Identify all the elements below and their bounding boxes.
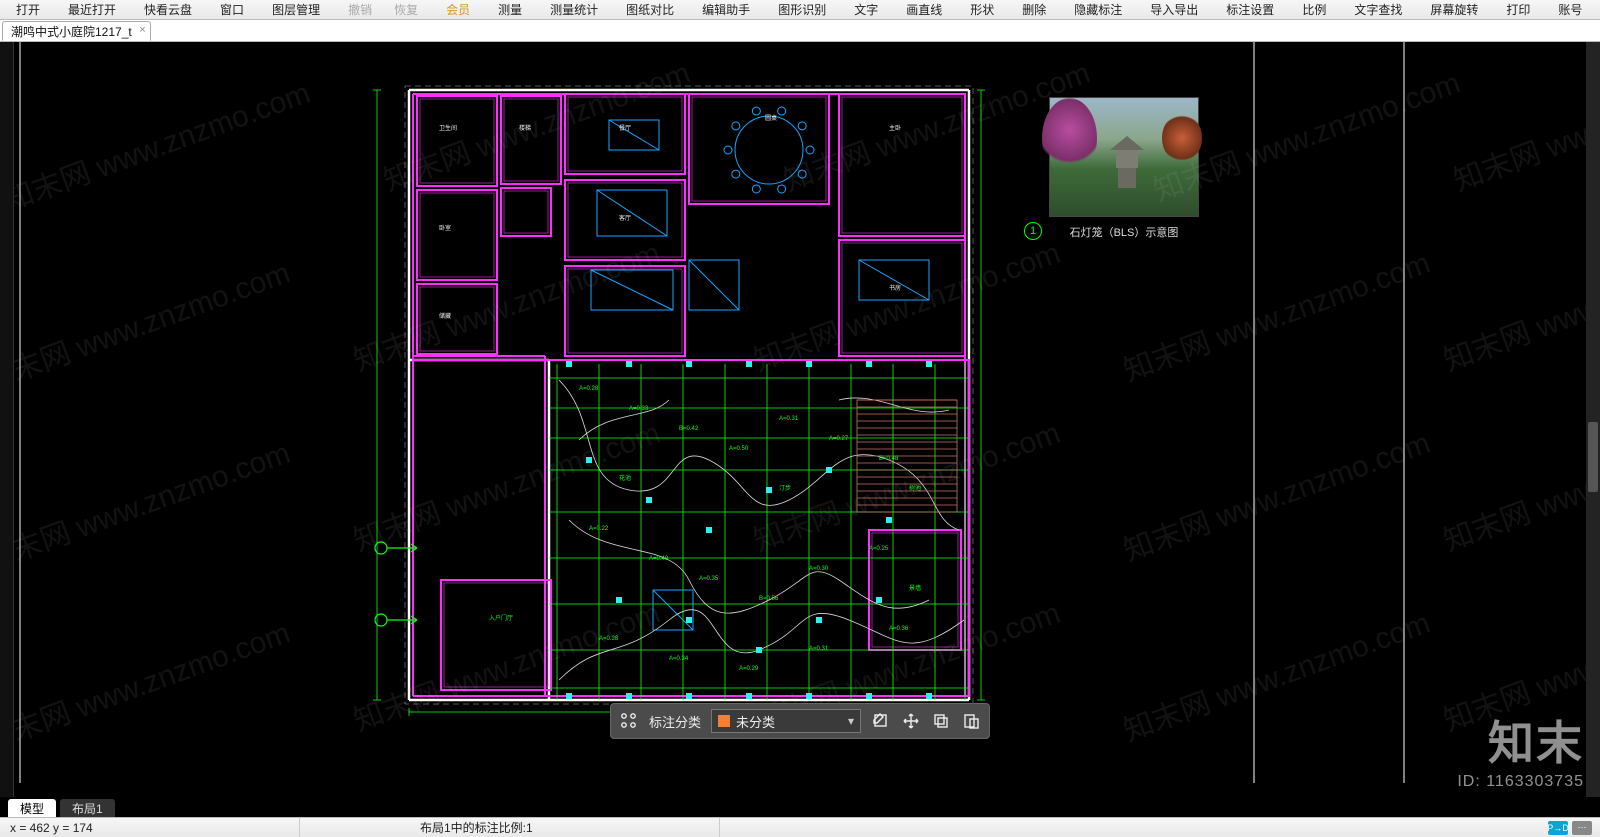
svg-text:汀步: 汀步 xyxy=(779,484,791,492)
reference-caption: 石灯笼（BLS）示意图 xyxy=(1050,224,1198,240)
svg-text:A=0.31: A=0.31 xyxy=(779,416,799,422)
toolbar-item: 撤销 xyxy=(338,1,382,19)
status-ratio: 布局1中的标注比例:1 xyxy=(300,818,720,837)
toolbar-item[interactable]: 标注设置 xyxy=(1216,1,1284,19)
svg-text:书房: 书房 xyxy=(889,284,901,292)
status-chip-more[interactable]: ⋯ xyxy=(1572,821,1592,835)
svg-text:入户门厅: 入户门厅 xyxy=(489,614,513,622)
stone-lantern-graphic xyxy=(1112,136,1142,191)
status-chip-psd[interactable]: P→D xyxy=(1548,821,1568,835)
svg-text:B=0.56: B=0.56 xyxy=(759,596,779,602)
svg-text:A=0.33: A=0.33 xyxy=(629,406,649,412)
toolbar-item[interactable]: 文字查找 xyxy=(1344,1,1412,19)
toolbar-item[interactable]: 打开 xyxy=(6,1,50,19)
floor-plan-drawing: A=0.28 A=0.33 B=0.42 A=0.50 A=0.31 A=0.27 B=0.… xyxy=(369,60,1009,720)
svg-text:A=0.27: A=0.27 xyxy=(829,436,849,442)
reference-number-badge: 1 xyxy=(1024,222,1042,240)
svg-text:树池: 树池 xyxy=(909,484,921,492)
svg-text:A=0.40: A=0.40 xyxy=(649,556,669,562)
svg-text:主卧: 主卧 xyxy=(889,124,901,132)
toolbar-item[interactable]: 图纸对比 xyxy=(616,1,684,19)
svg-text:景墙: 景墙 xyxy=(909,584,921,592)
svg-text:B=0.48: B=0.48 xyxy=(879,456,899,462)
toolbar-item[interactable]: 图层管理 xyxy=(262,1,330,19)
tab-model[interactable]: 模型 xyxy=(8,799,56,817)
svg-text:A=0.28: A=0.28 xyxy=(599,636,619,642)
category-swatch xyxy=(718,715,730,727)
toolbar-item[interactable]: 比例 xyxy=(1292,1,1336,19)
status-coords: x = 462 y = 174 xyxy=(0,818,300,837)
svg-text:餐厅: 餐厅 xyxy=(619,124,631,132)
annotation-float-toolbar: 标注分类 未分类 xyxy=(610,703,990,739)
svg-text:A=0.34: A=0.34 xyxy=(669,656,689,662)
svg-text:卧室: 卧室 xyxy=(439,224,451,232)
annotation-category-select[interactable]: 未分类 xyxy=(711,709,861,733)
drawing-canvas[interactable]: A=0.28 A=0.33 B=0.42 A=0.50 A=0.31 A=0.27 B=0.… xyxy=(14,42,1586,783)
svg-text:楼梯: 楼梯 xyxy=(519,124,531,132)
svg-text:A=0.30: A=0.30 xyxy=(809,566,829,572)
toolbar-item[interactable]: 文字 xyxy=(844,1,888,19)
svg-text:A=0.22: A=0.22 xyxy=(589,526,609,532)
scrollbar-vertical[interactable] xyxy=(1586,42,1600,797)
close-icon[interactable]: × xyxy=(139,24,145,36)
toolbar-item[interactable]: 会员 xyxy=(436,1,480,19)
tab-layout1[interactable]: 布局1 xyxy=(60,799,115,817)
move-icon[interactable] xyxy=(901,711,921,731)
svg-text:圆桌: 圆桌 xyxy=(765,114,777,122)
toolbar-item[interactable]: 最近打开 xyxy=(58,1,126,19)
toolbar-item: 恢复 xyxy=(384,1,428,19)
svg-text:A=0.50: A=0.50 xyxy=(729,446,749,452)
document-tab[interactable]: 潮鸣中式小庭院1217_t × xyxy=(2,21,151,41)
svg-text:A=0.25: A=0.25 xyxy=(869,546,889,552)
svg-text:B=0.42: B=0.42 xyxy=(679,426,699,432)
toolbar-item[interactable]: 测量 xyxy=(488,1,532,19)
svg-text:卫生间: 卫生间 xyxy=(439,124,457,132)
toolbar-item[interactable]: 快看云盘 xyxy=(134,1,202,19)
toolbar-item[interactable]: 打印 xyxy=(1496,1,1540,19)
svg-text:A=0.28: A=0.28 xyxy=(579,386,599,392)
svg-text:A=0.35: A=0.35 xyxy=(699,576,719,582)
svg-text:A=0.31: A=0.31 xyxy=(809,646,829,652)
toolbar-item[interactable]: 账号 xyxy=(1548,1,1592,19)
toolbar-item[interactable]: 编辑助手 xyxy=(692,1,760,19)
reference-image-panel: 1 石灯笼（BLS）示意图 xyxy=(1049,97,1199,217)
document-tab-bar: 潮鸣中式小庭院1217_t × xyxy=(0,20,1600,42)
scrollbar-thumb[interactable] xyxy=(1588,422,1598,492)
main-toolbar: 打开最近打开快看云盘窗口图层管理撤销恢复会员测量测量统计图纸对比编辑助手图形识别… xyxy=(0,0,1600,20)
layout-tabs: 模型 布局1 xyxy=(0,797,1600,817)
drawing-canvas-wrap: A=0.28 A=0.33 B=0.42 A=0.50 A=0.31 A=0.27 B=0.… xyxy=(0,42,1600,797)
svg-text:A=0.36: A=0.36 xyxy=(889,626,909,632)
toolbar-item[interactable]: 图形识别 xyxy=(768,1,836,19)
paste-icon[interactable] xyxy=(961,711,981,731)
toolbar-item[interactable]: 形状 xyxy=(960,1,1004,19)
svg-text:A=0.29: A=0.29 xyxy=(739,666,759,672)
edit-icon[interactable] xyxy=(871,711,891,731)
category-select-value: 未分类 xyxy=(736,712,775,731)
ruler-vertical xyxy=(0,42,14,797)
copy-icon[interactable] xyxy=(931,711,951,731)
svg-text:储藏: 储藏 xyxy=(439,312,451,320)
svg-text:花池: 花池 xyxy=(619,474,631,482)
toolbar-item[interactable]: 窗口 xyxy=(210,1,254,19)
toolbar-item[interactable]: 删除 xyxy=(1012,1,1056,19)
toolbar-item[interactable]: 隐藏标注 xyxy=(1064,1,1132,19)
float-bar-label: 标注分类 xyxy=(649,712,701,731)
toolbar-item[interactable]: 画直线 xyxy=(896,1,952,19)
document-tab-title: 潮鸣中式小庭院1217_t xyxy=(11,23,132,40)
toolbar-item[interactable]: 测量统计 xyxy=(540,1,608,19)
grid-icon[interactable] xyxy=(619,711,639,731)
toolbar-item[interactable]: 屏幕旋转 xyxy=(1420,1,1488,19)
svg-text:客厅: 客厅 xyxy=(619,214,631,222)
toolbar-item[interactable]: 导入导出 xyxy=(1140,1,1208,19)
status-bar: x = 462 y = 174 布局1中的标注比例:1 P→D ⋯ xyxy=(0,817,1600,837)
